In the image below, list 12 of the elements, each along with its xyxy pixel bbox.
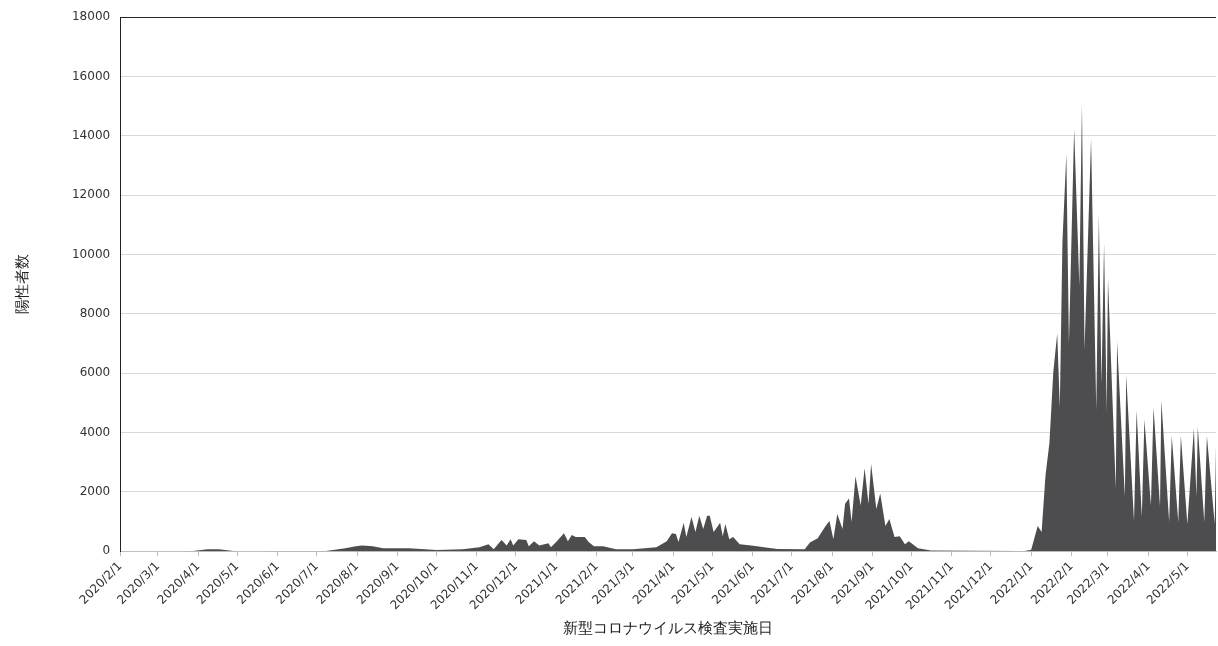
y-tick-label: 18000 — [71, 9, 111, 24]
y-tick-label: 2000 — [79, 484, 111, 499]
y-tick-label: 4000 — [79, 424, 111, 439]
y-axis-title: 陽性者数 — [12, 254, 31, 315]
y-tick-label: 0 — [102, 543, 111, 558]
y-tick-label: 14000 — [71, 128, 111, 143]
y-tick-label: 16000 — [71, 68, 111, 83]
y-tick-label: 12000 — [71, 187, 111, 202]
y-tick-label: 6000 — [79, 365, 111, 380]
x-axis-title: 新型コロナウイルス検査実施日 — [563, 618, 774, 637]
y-tick-label: 10000 — [71, 246, 111, 261]
y-tick-label: 8000 — [79, 306, 111, 321]
